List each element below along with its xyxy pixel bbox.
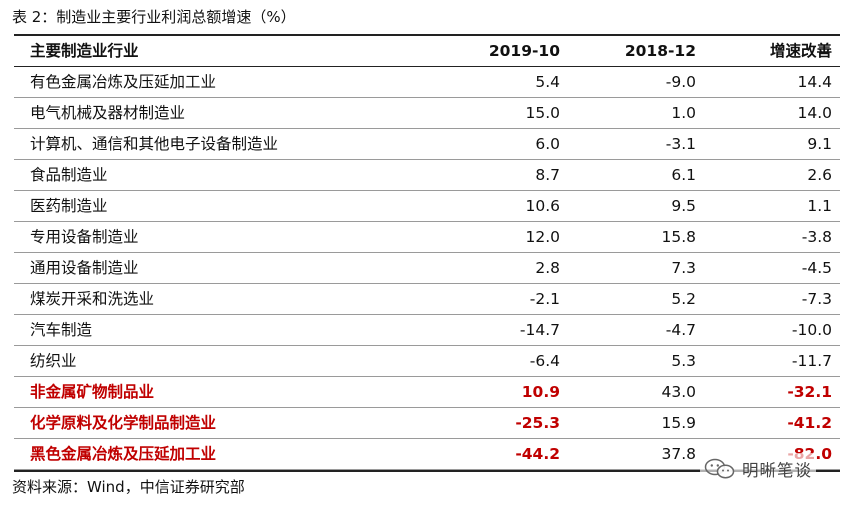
header-2018-12: 2018-12	[568, 36, 704, 67]
table-row: 通用设备制造业 2.8 7.3 -4.5	[14, 252, 840, 284]
growth-change-cell: -41.2	[704, 407, 840, 439]
industry-cell: 电气机械及器材制造业	[14, 97, 410, 129]
growth-change-cell: 14.0	[704, 97, 840, 129]
value-2019-10-cell: -25.3	[410, 407, 568, 439]
value-2019-10-cell: 12.0	[410, 221, 568, 253]
industry-cell: 专用设备制造业	[14, 221, 410, 253]
table-caption: 表 2：制造业主要行业利润总额增速（%）	[12, 8, 296, 26]
growth-change-cell: 1.1	[704, 190, 840, 222]
table-body: 有色金属冶炼及压延加工业 5.4 -9.0 14.4 电气机械及器材制造业 15.0 1.0…	[14, 66, 840, 470]
value-2018-12-cell: 15.8	[568, 221, 704, 253]
value-2019-10-cell: -14.7	[410, 314, 568, 346]
value-2019-10-cell: 15.0	[410, 97, 568, 129]
value-2019-10-cell: 6.0	[410, 128, 568, 160]
value-2018-12-cell: -3.1	[568, 128, 704, 160]
value-2019-10-cell: 5.4	[410, 66, 568, 98]
value-2019-10-cell: 8.7	[410, 159, 568, 191]
growth-change-cell: -11.7	[704, 345, 840, 377]
value-2018-12-cell: 15.9	[568, 407, 704, 439]
growth-change-cell: 9.1	[704, 128, 840, 160]
value-2019-10-cell: -2.1	[410, 283, 568, 315]
industry-cell: 食品制造业	[14, 159, 410, 191]
table-row: 非金属矿物制品业 10.9 43.0 -32.1	[14, 376, 840, 408]
profit-growth-table: 主要制造业行业 2019-10 2018-12 增速改善 有色金属冶炼及压延加工…	[14, 36, 840, 470]
value-2018-12-cell: 6.1	[568, 159, 704, 191]
table-row: 煤炭开采和洗选业 -2.1 5.2 -7.3	[14, 283, 840, 315]
value-2018-12-cell: 37.8	[568, 438, 704, 470]
table-row: 医药制造业 10.6 9.5 1.1	[14, 190, 840, 222]
value-2018-12-cell: -9.0	[568, 66, 704, 98]
source-note: 资料来源：Wind，中信证券研究部	[12, 478, 245, 496]
industry-cell: 通用设备制造业	[14, 252, 410, 284]
industry-cell: 煤炭开采和洗选业	[14, 283, 410, 315]
growth-change-cell: -3.8	[704, 221, 840, 253]
value-2018-12-cell: -4.7	[568, 314, 704, 346]
value-2019-10-cell: 2.8	[410, 252, 568, 284]
value-2018-12-cell: 5.3	[568, 345, 704, 377]
industry-cell: 计算机、通信和其他电子设备制造业	[14, 128, 410, 160]
industry-cell: 汽车制造	[14, 314, 410, 346]
growth-change-cell: -32.1	[704, 376, 840, 408]
growth-change-cell: -7.3	[704, 283, 840, 315]
header-industry: 主要制造业行业	[14, 36, 410, 67]
table-row: 电气机械及器材制造业 15.0 1.0 14.0	[14, 97, 840, 129]
table-row: 计算机、通信和其他电子设备制造业 6.0 -3.1 9.1	[14, 128, 840, 160]
wechat-icon	[704, 458, 735, 479]
value-2019-10-cell: -44.2	[410, 438, 568, 470]
watermark: 明晰笔谈	[700, 453, 816, 485]
industry-cell: 纺织业	[14, 345, 410, 377]
table-row: 化学原料及化学制品制造业 -25.3 15.9 -41.2	[14, 407, 840, 439]
value-2019-10-cell: -6.4	[410, 345, 568, 377]
value-2018-12-cell: 7.3	[568, 252, 704, 284]
watermark-text: 明晰笔谈	[742, 461, 812, 480]
growth-change-cell: 2.6	[704, 159, 840, 191]
value-2018-12-cell: 9.5	[568, 190, 704, 222]
industry-cell: 黑色金属冶炼及压延加工业	[14, 438, 410, 470]
value-2018-12-cell: 1.0	[568, 97, 704, 129]
table-row: 有色金属冶炼及压延加工业 5.4 -9.0 14.4	[14, 66, 840, 98]
industry-cell: 医药制造业	[14, 190, 410, 222]
growth-change-cell: -10.0	[704, 314, 840, 346]
table-row: 纺织业 -6.4 5.3 -11.7	[14, 345, 840, 377]
value-2018-12-cell: 43.0	[568, 376, 704, 408]
industry-cell: 有色金属冶炼及压延加工业	[14, 66, 410, 98]
table-header-row: 主要制造业行业 2019-10 2018-12 增速改善	[14, 36, 840, 67]
growth-change-cell: 14.4	[704, 66, 840, 98]
table-top-rule	[14, 34, 840, 36]
table-bottom-rule	[14, 470, 840, 472]
industry-cell: 非金属矿物制品业	[14, 376, 410, 408]
table-row: 食品制造业 8.7 6.1 2.6	[14, 159, 840, 191]
table-row: 汽车制造 -14.7 -4.7 -10.0	[14, 314, 840, 346]
table-row: 专用设备制造业 12.0 15.8 -3.8	[14, 221, 840, 253]
industry-cell: 化学原料及化学制品制造业	[14, 407, 410, 439]
value-2019-10-cell: 10.9	[410, 376, 568, 408]
value-2018-12-cell: 5.2	[568, 283, 704, 315]
growth-change-cell: -4.5	[704, 252, 840, 284]
header-growth-change: 增速改善	[704, 36, 840, 67]
value-2019-10-cell: 10.6	[410, 190, 568, 222]
header-2019-10: 2019-10	[410, 36, 568, 67]
